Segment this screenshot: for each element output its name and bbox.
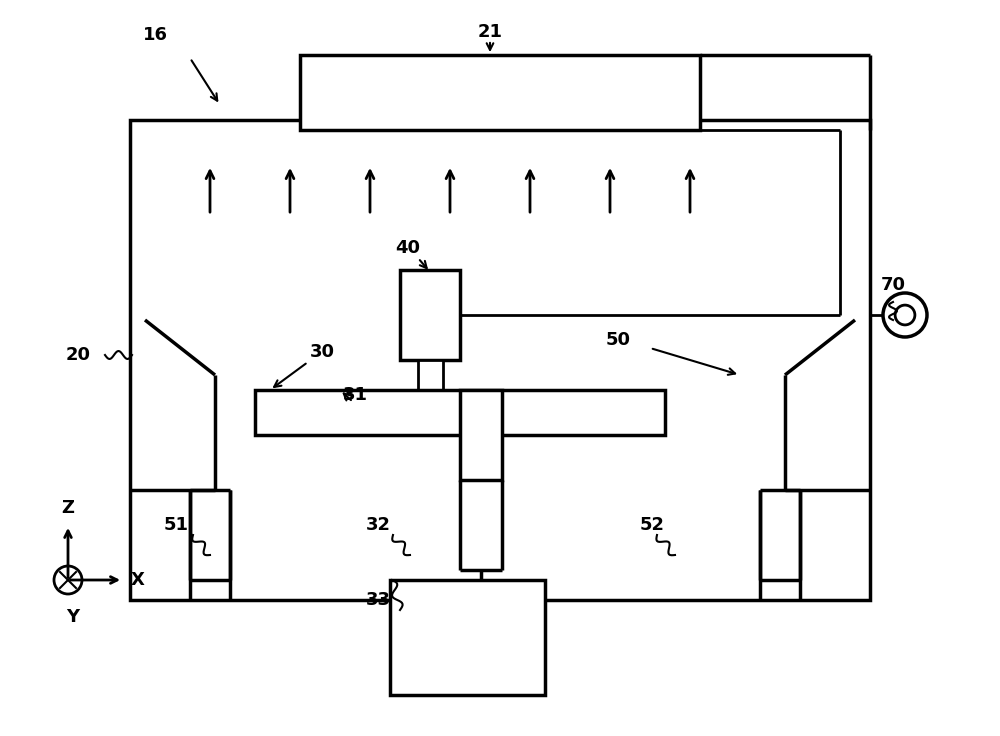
Text: Y: Y	[66, 608, 80, 626]
Text: 51: 51	[164, 516, 188, 534]
Text: 32: 32	[366, 516, 390, 534]
Text: 70: 70	[881, 276, 906, 294]
Bar	[460, 390, 502, 480]
Bar	[130, 120, 870, 600]
Text: 30: 30	[310, 343, 334, 361]
Text: Z: Z	[62, 499, 74, 517]
Text: X: X	[131, 571, 145, 589]
Text: 52: 52	[640, 516, 664, 534]
Text: 33: 33	[366, 591, 390, 609]
Bar	[255, 390, 665, 435]
Bar	[418, 360, 443, 400]
Text: 20: 20	[66, 346, 90, 364]
Text: 31: 31	[342, 386, 368, 404]
Bar	[390, 580, 545, 695]
Text: 50: 50	[606, 331, 631, 349]
Text: 21: 21	[478, 23, 503, 41]
Text: 16: 16	[143, 26, 168, 44]
Text: 40: 40	[396, 239, 420, 257]
Bar	[300, 55, 700, 130]
Bar	[400, 270, 460, 360]
